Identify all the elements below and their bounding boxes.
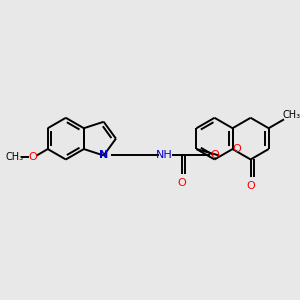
Text: O: O [246, 181, 255, 191]
Text: O: O [210, 151, 219, 160]
Text: NH: NH [156, 151, 173, 160]
Text: N: N [99, 151, 108, 160]
Text: O: O [178, 178, 187, 188]
Text: CH₃: CH₃ [5, 152, 24, 162]
Text: O: O [28, 152, 37, 162]
Text: O: O [232, 144, 241, 154]
Text: CH₃: CH₃ [282, 110, 300, 120]
